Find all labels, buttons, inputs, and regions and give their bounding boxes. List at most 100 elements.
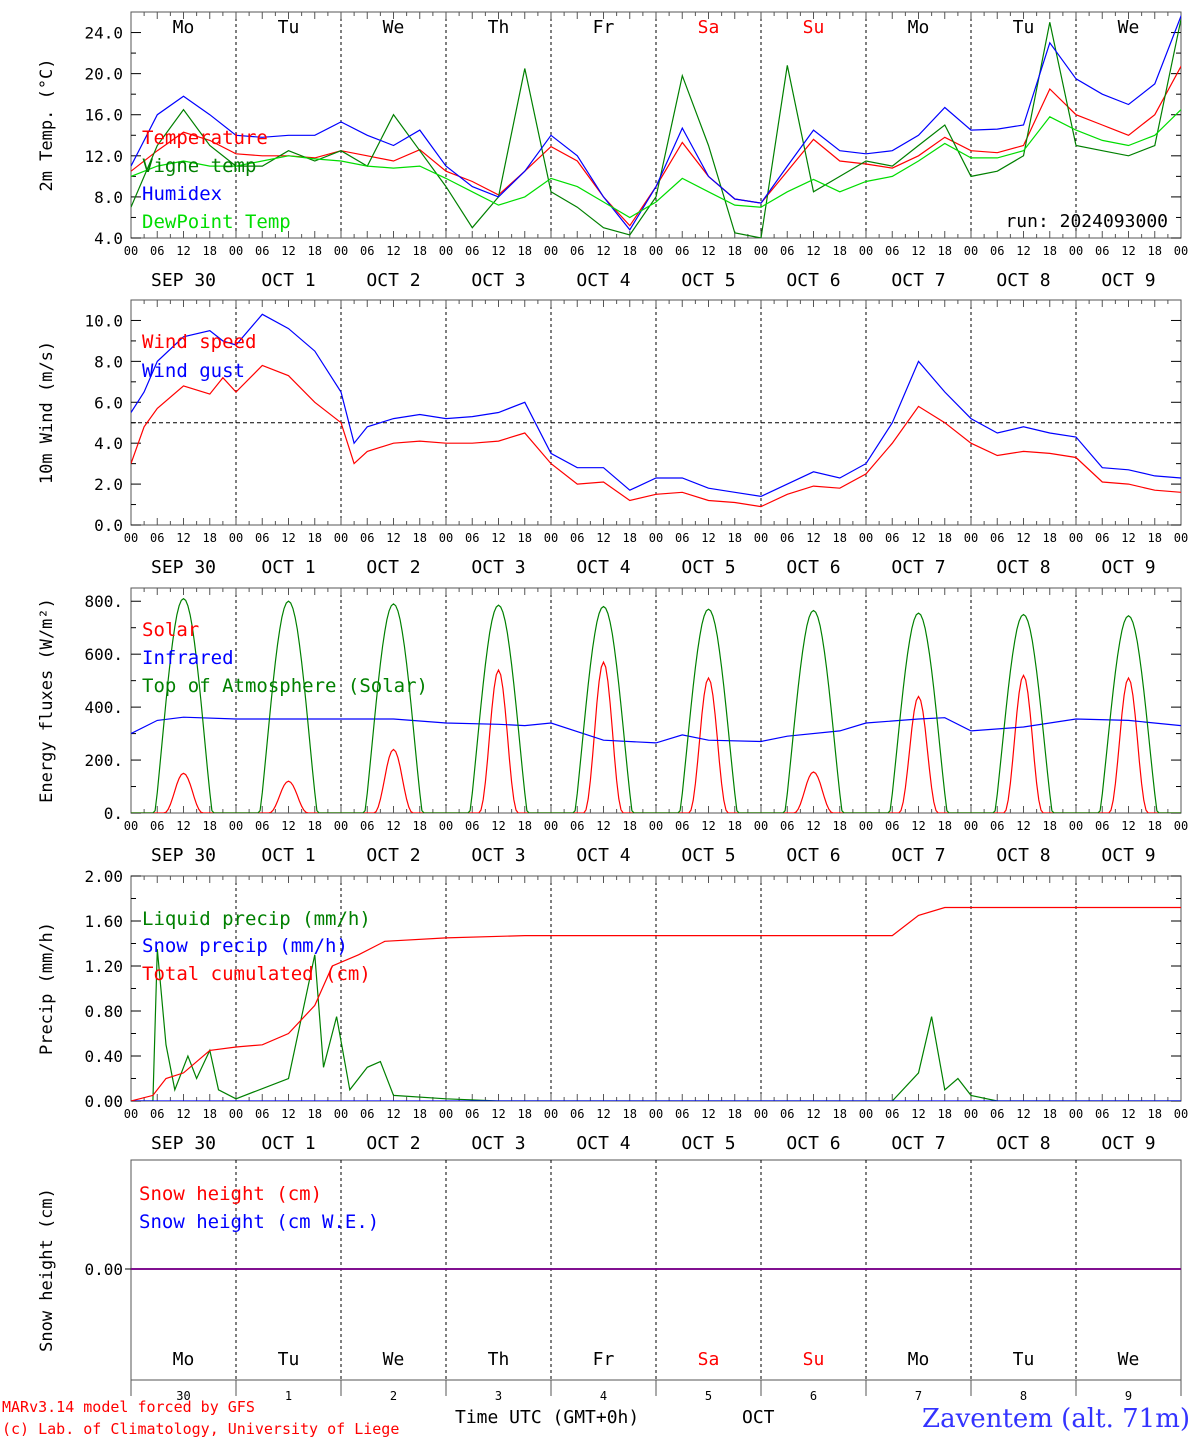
hour-tick-label: 12	[911, 244, 925, 258]
hour-tick-label: 18	[203, 819, 217, 833]
hour-tick-label: 12	[281, 819, 295, 833]
date-label: OCT 3	[471, 270, 525, 291]
hour-tick-label: 18	[308, 1107, 322, 1121]
plot-frame	[130, 299, 1182, 526]
hour-tick-label: 18	[833, 819, 847, 833]
y-tick-label: 400.	[84, 698, 123, 717]
y-tick-label: 0.00	[84, 1092, 123, 1111]
legend-entry: Infrared	[142, 647, 234, 669]
hour-tick-label: 18	[203, 244, 217, 258]
date-label: OCT 2	[366, 845, 420, 866]
hour-tick-label: 00	[1174, 531, 1188, 545]
y-tick-label: 0.	[104, 804, 123, 823]
hour-tick-label: 12	[281, 1107, 295, 1121]
day-number-label: 2	[390, 1389, 397, 1403]
hour-tick-label: 00	[754, 1107, 768, 1121]
series-line-red	[131, 660, 1181, 813]
chart-panel-precip: 0.00 0.40 0.80 1.20 1.60 2.00 Precip (mm/h) 00 0…	[37, 867, 1188, 1154]
date-label: OCT 6	[786, 270, 840, 291]
date-label: OCT 5	[681, 270, 735, 291]
hour-tick-label: 00	[754, 819, 768, 833]
hour-tick-label: 18	[728, 244, 742, 258]
hour-tick-label: 06	[255, 244, 269, 258]
hour-tick-label: 00	[229, 819, 243, 833]
hour-tick-label: 18	[1148, 1107, 1162, 1121]
series-line-green	[131, 597, 1181, 813]
month-label: OCT	[742, 1407, 775, 1428]
hour-tick-label: 18	[413, 531, 427, 545]
series-line-lightgreen	[131, 108, 1181, 219]
series-line-blue	[131, 313, 1181, 498]
date-label: OCT 3	[471, 845, 525, 866]
hour-tick-label: 12	[491, 819, 505, 833]
day-name-label: Sa	[698, 17, 720, 38]
legend-entry: Wind speed	[142, 331, 256, 353]
day-name-label: Mo	[908, 17, 930, 38]
hour-tick-label: 18	[728, 1107, 742, 1121]
date-label: OCT 7	[891, 845, 945, 866]
hour-tick-label: 06	[675, 244, 689, 258]
hour-tick-label: 18	[728, 531, 742, 545]
hour-tick-label: 00	[649, 819, 663, 833]
day-name-label: Tu	[1013, 17, 1035, 38]
date-label: OCT 9	[1101, 557, 1155, 578]
hour-tick-label: 00	[1069, 1107, 1083, 1121]
hour-tick-label: 06	[465, 244, 479, 258]
legend-entry: Liquid precip (mm/h)	[142, 908, 371, 930]
series-line-blue	[131, 14, 1181, 231]
hour-tick-label: 06	[465, 1107, 479, 1121]
hour-tick-label: 18	[623, 531, 637, 545]
hour-tick-label: 06	[570, 1107, 584, 1121]
date-label: OCT 5	[681, 557, 735, 578]
footer: MARv3.14 model forced by GFS (c) Lab. of…	[2, 1398, 1190, 1438]
hour-tick-label: 00	[124, 1107, 138, 1121]
hour-tick-label: 18	[938, 1107, 952, 1121]
day-name-label: Mo	[173, 17, 195, 38]
date-label: OCT 3	[471, 557, 525, 578]
hour-tick-label: 12	[596, 531, 610, 545]
hour-tick-label: 06	[360, 244, 374, 258]
hour-tick-label: 00	[544, 1107, 558, 1121]
y-axis-title: 10m Wind (m/s)	[37, 341, 57, 484]
date-label: SEP 30	[151, 557, 216, 578]
y-tick-label: 0.00	[84, 1260, 123, 1279]
day-name-label: Tu	[1013, 1349, 1035, 1370]
date-label: OCT 8	[996, 845, 1050, 866]
date-label: OCT 4	[576, 557, 630, 578]
lab-credit: (c) Lab. of Climatology, University of L…	[2, 1420, 399, 1438]
hour-tick-label: 00	[544, 531, 558, 545]
hour-tick-label: 00	[1174, 1107, 1188, 1121]
hour-tick-label: 06	[150, 244, 164, 258]
day-name-label: Su	[803, 17, 825, 38]
hour-tick-label: 18	[1043, 244, 1057, 258]
legend-entry: Snow precip (mm/h)	[142, 935, 348, 957]
day-number-label: 8	[1020, 1389, 1027, 1403]
date-label: SEP 30	[151, 1133, 216, 1154]
series-line-red	[131, 906, 1181, 1101]
date-label: OCT 2	[366, 270, 420, 291]
legend-entry: Wind gust	[142, 360, 245, 382]
hour-tick-label: 12	[386, 819, 400, 833]
plot-frame	[130, 587, 1182, 814]
day-name-label: We	[383, 1349, 405, 1370]
hour-tick-label: 12	[911, 1107, 925, 1121]
date-label: OCT 8	[996, 270, 1050, 291]
y-tick-label: 2.00	[84, 867, 123, 886]
hour-tick-label: 18	[623, 819, 637, 833]
series-group	[131, 14, 1181, 238]
date-label: SEP 30	[151, 270, 216, 291]
day-name-label: Tu	[278, 1349, 300, 1370]
y-tick-label: 16.0	[84, 106, 123, 125]
y-tick-label: 200.	[84, 751, 123, 770]
hour-tick-label: 06	[570, 244, 584, 258]
date-label: OCT 2	[366, 1133, 420, 1154]
hour-tick-label: 06	[255, 1107, 269, 1121]
legend-entry: Snow height (cm W.E.)	[139, 1211, 379, 1233]
hour-tick-label: 00	[964, 819, 978, 833]
hour-tick-label: 00	[334, 531, 348, 545]
hour-tick-label: 00	[964, 1107, 978, 1121]
y-tick-label: 0.0	[94, 516, 123, 535]
hour-tick-label: 00	[229, 1107, 243, 1121]
day-name-label: Mo	[173, 1349, 195, 1370]
